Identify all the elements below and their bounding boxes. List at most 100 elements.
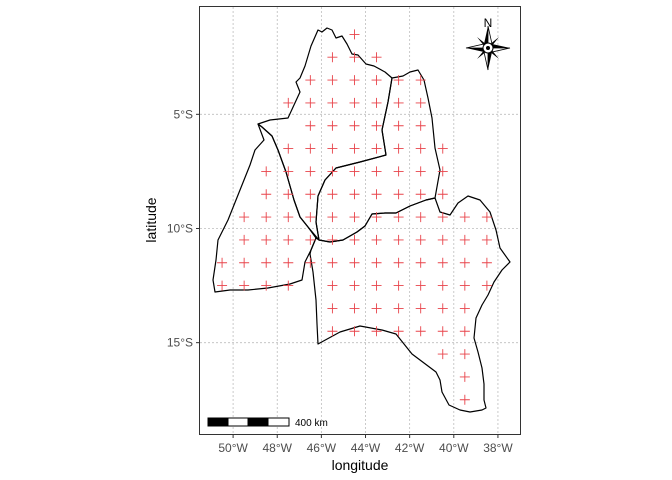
sample-point-marker [349, 326, 360, 337]
sample-point-marker [371, 303, 382, 314]
x-tick-label: 50°W [218, 441, 248, 455]
sample-point-marker [261, 280, 272, 291]
sample-point-marker [481, 234, 492, 245]
sample-point-marker [349, 29, 360, 40]
sample-point-marker [437, 280, 448, 291]
sample-point-marker [459, 257, 470, 268]
sample-point-marker [261, 166, 272, 177]
y-axis-title: latitude [143, 197, 159, 242]
sample-point-marker [393, 120, 404, 131]
graticule [200, 7, 520, 434]
sample-point-marker [349, 303, 360, 314]
sample-point-marker [459, 371, 470, 382]
sample-point-marker [305, 212, 316, 223]
sample-point-marker [305, 97, 316, 108]
sample-point-marker [415, 166, 426, 177]
sample-point-marker [305, 189, 316, 200]
sample-point-marker [371, 97, 382, 108]
sample-point-marker [283, 143, 294, 154]
sample-point-marker [481, 280, 492, 291]
sample-point-marker [327, 143, 338, 154]
sample-point-marker [371, 189, 382, 200]
sample-point-marker [393, 257, 404, 268]
sample-point-marker [459, 394, 470, 405]
sample-point-marker [371, 212, 382, 223]
sample-point-marker [459, 212, 470, 223]
sample-point-marker [327, 75, 338, 86]
sample-point-marker [305, 75, 316, 86]
sample-point-marker [327, 97, 338, 108]
region-outlines [212, 27, 511, 413]
sample-point-marker [261, 257, 272, 268]
sample-point-marker [327, 212, 338, 223]
sample-point-marker [305, 234, 316, 245]
sample-point-marker [305, 166, 316, 177]
sample-point-marker [239, 234, 250, 245]
x-tick-label: 40°W [439, 441, 469, 455]
sample-point-marker [415, 189, 426, 200]
sample-point-marker [371, 120, 382, 131]
sample-point-marker [349, 257, 360, 268]
sample-point-marker [371, 326, 382, 337]
x-tick-label: 42°W [395, 441, 425, 455]
sample-point-marker [437, 303, 448, 314]
sample-point-marker [327, 280, 338, 291]
sample-point-marker [393, 97, 404, 108]
panel-border [199, 6, 521, 435]
sample-point-marker [283, 189, 294, 200]
sample-points [217, 29, 492, 405]
sample-point-marker [437, 212, 448, 223]
y-tick-label: 15°S [167, 336, 193, 350]
y-tick-label: 10°S [167, 221, 193, 235]
sample-point-marker [305, 143, 316, 154]
sample-point-marker [283, 212, 294, 223]
x-axis-title: longitude [332, 457, 389, 473]
sample-point-marker [371, 52, 382, 63]
sample-point-marker [283, 280, 294, 291]
sample-point-marker [371, 166, 382, 177]
sample-point-marker [437, 189, 448, 200]
y-axis-ticks: 5°S 10°S 15°S [167, 107, 200, 350]
sample-point-marker [437, 326, 448, 337]
sample-point-marker [459, 349, 470, 360]
sample-point-marker [437, 234, 448, 245]
x-tick-label: 44°W [351, 441, 381, 455]
sample-point-marker [415, 97, 426, 108]
sample-point-marker [415, 234, 426, 245]
sample-point-marker [371, 280, 382, 291]
sample-point-marker [349, 166, 360, 177]
sample-point-marker [371, 143, 382, 154]
sample-point-marker [349, 120, 360, 131]
sample-point-marker [415, 212, 426, 223]
sample-point-marker [283, 257, 294, 268]
x-tick-label: 48°W [262, 441, 292, 455]
sample-point-marker [393, 166, 404, 177]
sample-point-marker [327, 234, 338, 245]
sample-point-marker [393, 303, 404, 314]
sample-point-marker [393, 234, 404, 245]
sample-point-marker [327, 189, 338, 200]
sample-point-marker [437, 349, 448, 360]
sample-point-marker [415, 75, 426, 86]
sample-point-marker [415, 303, 426, 314]
north-arrow-icon [465, 25, 511, 71]
sample-point-marker [459, 234, 470, 245]
sample-point-marker [261, 189, 272, 200]
sample-point-marker [305, 120, 316, 131]
sample-point-marker [327, 303, 338, 314]
sample-point-marker [393, 143, 404, 154]
sample-point-marker [437, 166, 448, 177]
sample-point-marker [239, 257, 250, 268]
sample-point-marker [371, 257, 382, 268]
sample-point-marker [349, 189, 360, 200]
sample-point-marker [349, 234, 360, 245]
sample-point-marker [327, 326, 338, 337]
sample-point-marker [459, 280, 470, 291]
sample-point-marker [327, 166, 338, 177]
sample-point-marker [415, 326, 426, 337]
sample-point-marker [393, 212, 404, 223]
sample-point-marker [437, 143, 448, 154]
sample-point-marker [327, 52, 338, 63]
sample-point-marker [261, 212, 272, 223]
sample-point-marker [371, 234, 382, 245]
